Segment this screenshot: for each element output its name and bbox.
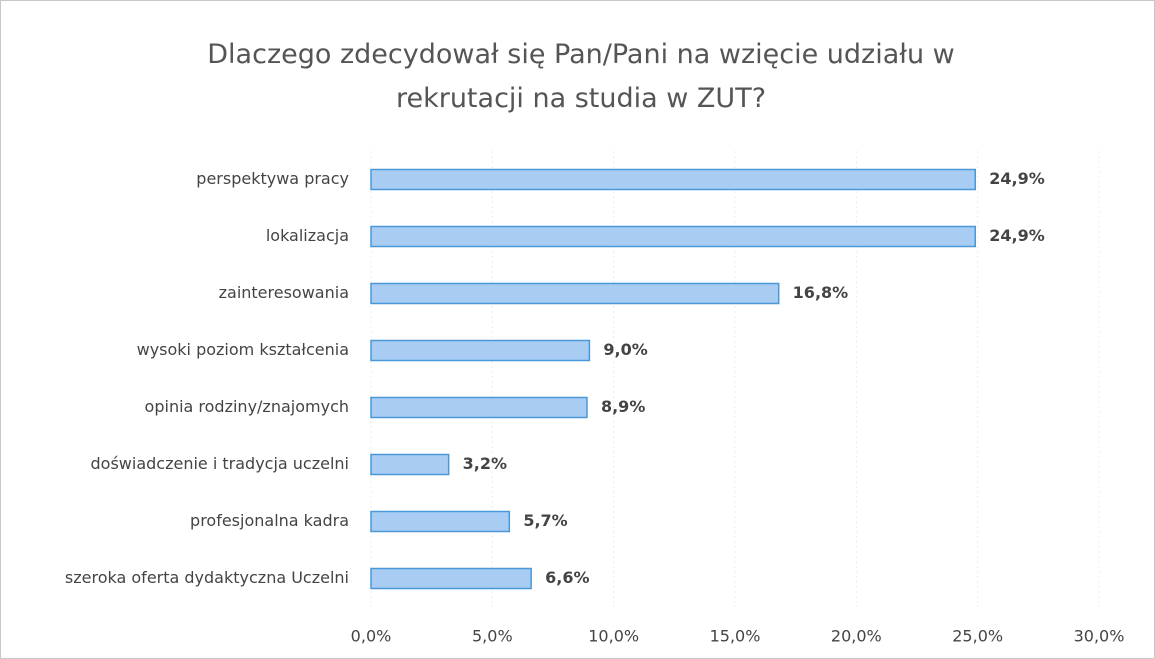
y-tick-label: perspektywa pracy <box>196 169 349 188</box>
x-tick-label: 30,0% <box>1074 627 1125 646</box>
value-label: 6,6% <box>545 568 589 587</box>
value-label: 9,0% <box>603 340 647 359</box>
bar <box>370 567 532 590</box>
y-tick-label: zainteresowania <box>219 283 349 302</box>
y-tick-label: opinia rodziny/znajomych <box>145 397 349 416</box>
bar <box>370 225 976 248</box>
y-tick-label: szeroka oferta dydaktyczna Uczelni <box>65 568 349 587</box>
x-tick-label: 5,0% <box>472 627 513 646</box>
x-tick-label: 25,0% <box>952 627 1003 646</box>
bar <box>370 510 511 533</box>
value-label: 24,9% <box>989 169 1045 188</box>
chart-title: Dlaczego zdecydował się Pan/Pani na wzię… <box>207 39 955 114</box>
y-tick-label: profesjonalna kadra <box>190 511 349 530</box>
value-label: 8,9% <box>601 397 645 416</box>
value-label: 24,9% <box>989 226 1045 245</box>
bar <box>370 453 450 476</box>
x-tick-label: 20,0% <box>831 627 882 646</box>
bar <box>370 396 588 419</box>
value-label: 5,7% <box>523 511 567 530</box>
x-tick-label: 0,0% <box>351 627 392 646</box>
bar <box>370 282 780 305</box>
x-tick-label: 10,0% <box>588 627 639 646</box>
bar <box>370 168 976 191</box>
y-tick-label: lokalizacja <box>266 226 349 245</box>
value-label: 16,8% <box>793 283 849 302</box>
y-tick-label: wysoki poziom kształcenia <box>137 340 349 359</box>
value-label: 3,2% <box>463 454 507 473</box>
y-tick-label: doświadczenie i tradycja uczelni <box>91 454 349 473</box>
bar <box>370 339 591 362</box>
x-tick-label: 15,0% <box>710 627 761 646</box>
